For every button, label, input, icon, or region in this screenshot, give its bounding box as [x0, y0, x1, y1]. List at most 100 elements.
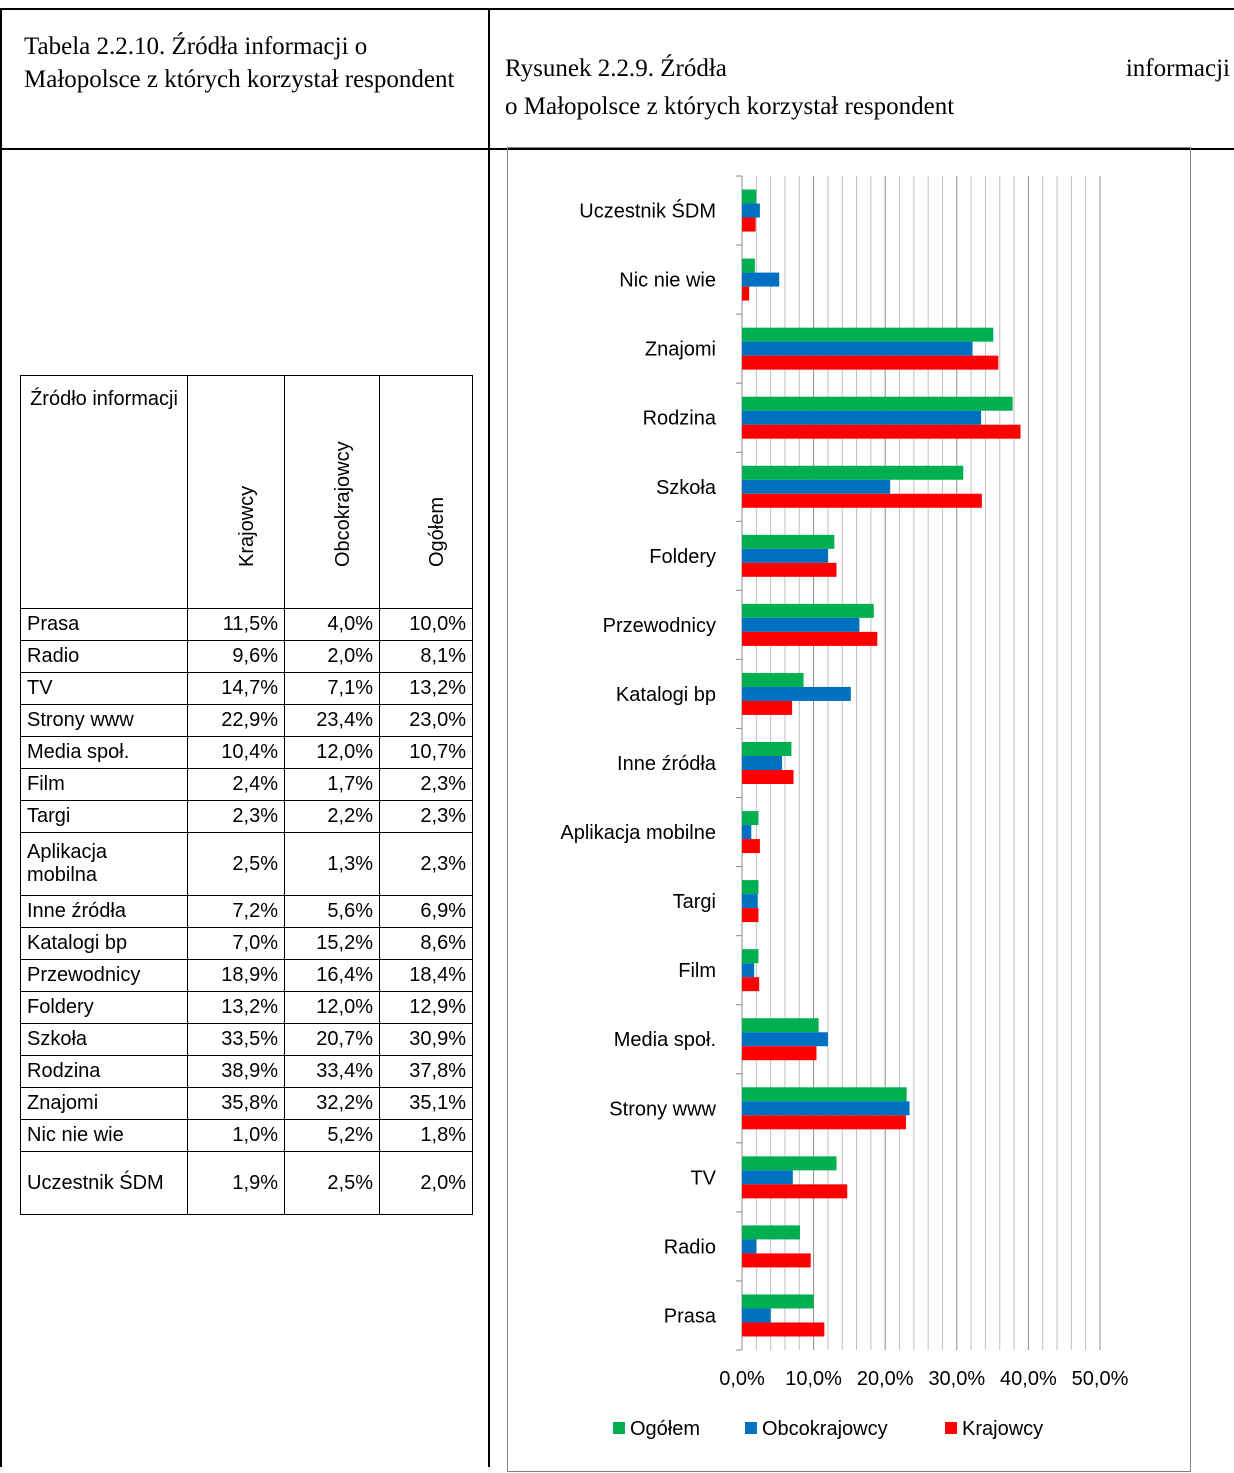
data-table: Źródło informacji Krajowcy Obcokrajowcy … [20, 375, 473, 1215]
cell-obcokrajowcy: 32,2% [284, 1087, 380, 1120]
x-tick-label: 0,0% [719, 1368, 765, 1390]
table-row: Uczestnik ŚDM 1,9% 2,5% 2,0% [20, 1151, 473, 1215]
bar-krajowcy [742, 424, 1021, 439]
table-row: Katalogi bp 7,0% 15,2% 8,6% [20, 927, 473, 960]
bar-krajowcy [742, 839, 760, 854]
row-label: Aplikacja mobilna [20, 832, 188, 896]
bar-ogółem [742, 1156, 837, 1171]
cell-krajowcy: 22,9% [187, 704, 285, 737]
bar-obcokrajowcy [742, 1239, 757, 1254]
cell-krajowcy: 1,9% [187, 1151, 285, 1215]
cell-krajowcy: 11,5% [187, 608, 285, 641]
chart-container: Uczestnik ŚDM Nic nie wie Znajomi Rodzina Sz… [507, 147, 1191, 1472]
cell-krajowcy: 33,5% [187, 1023, 285, 1056]
cell-krajowcy: 35,8% [187, 1087, 285, 1120]
category-label: Prasa [664, 1305, 717, 1327]
bar-krajowcy [742, 493, 982, 508]
legend-swatch-ogółem [613, 1422, 625, 1434]
bar-ogółem [742, 1087, 907, 1102]
bar-obcokrajowcy [742, 1308, 771, 1323]
bar-obcokrajowcy [742, 894, 758, 909]
category-label: Uczestnik ŚDM [579, 199, 716, 223]
bar-obcokrajowcy [742, 410, 982, 425]
bar-ogółem [742, 396, 1013, 411]
bar-ogółem [742, 880, 759, 895]
bar-obcokrajowcy [742, 1170, 793, 1185]
bar-obcokrajowcy [742, 272, 780, 287]
table-row: Przewodnicy 18,9% 16,4% 18,4% [20, 959, 473, 992]
bar-krajowcy [742, 1253, 811, 1268]
frame-left-border [0, 8, 2, 1467]
cell-krajowcy: 7,2% [187, 895, 285, 928]
row-label: Targi [20, 800, 188, 833]
cell-obcokrajowcy: 1,7% [284, 768, 380, 801]
cell-krajowcy: 10,4% [187, 736, 285, 769]
category-label: Foldery [649, 546, 716, 568]
row-label: Media społ. [20, 736, 188, 769]
cell-krajowcy: 38,9% [187, 1055, 285, 1088]
bar-obcokrajowcy [742, 341, 973, 356]
header-krajowcy: Krajowcy [187, 375, 285, 609]
figure-caption-line2: o Małopolsce z których korzystał respond… [505, 93, 955, 120]
cell-krajowcy: 7,0% [187, 927, 285, 960]
bar-krajowcy [742, 1046, 817, 1061]
bar-ogółem [742, 603, 874, 618]
category-label: Znajomi [645, 339, 716, 361]
figure-caption: Rysunek 2.2.9. Źródła informacji o Małop… [505, 50, 1230, 126]
x-tick-label: 40,0% [1000, 1368, 1057, 1390]
bar-krajowcy [742, 1322, 825, 1337]
bar-obcokrajowcy [742, 963, 755, 978]
bar-krajowcy [742, 700, 793, 715]
category-label: Strony www [609, 1098, 716, 1120]
row-label: TV [20, 672, 188, 705]
row-label: Znajomi [20, 1087, 188, 1120]
category-label: Katalogi bp [616, 684, 716, 706]
bar-ogółem [742, 258, 755, 273]
cell-krajowcy: 13,2% [187, 991, 285, 1024]
row-label: Foldery [20, 991, 188, 1024]
cell-obcokrajowcy: 23,4% [284, 704, 380, 737]
row-label: Katalogi bp [20, 927, 188, 960]
row-label: Rodzina [20, 1055, 188, 1088]
bar-krajowcy [742, 562, 837, 577]
bar-ogółem [742, 949, 759, 964]
row-label: Przewodnicy [20, 959, 188, 992]
cell-ogolem: 10,7% [379, 736, 473, 769]
cell-krajowcy: 1,0% [187, 1119, 285, 1152]
cell-krajowcy: 2,5% [187, 832, 285, 896]
table-row: Radio 9,6% 2,0% 8,1% [20, 640, 473, 673]
header-ogolem: Ogółem [379, 375, 473, 609]
table-row: Szkoła 33,5% 20,7% 30,9% [20, 1023, 473, 1056]
cell-obcokrajowcy: 16,4% [284, 959, 380, 992]
cell-ogolem: 2,3% [379, 800, 473, 833]
bar-krajowcy [742, 770, 794, 784]
cell-obcokrajowcy: 12,0% [284, 991, 380, 1024]
bar-ogółem [742, 672, 804, 687]
table-row: Foldery 13,2% 12,0% 12,9% [20, 991, 473, 1024]
cell-obcokrajowcy: 2,5% [284, 1151, 380, 1215]
bar-krajowcy [742, 977, 760, 992]
table-row: Targi 2,3% 2,2% 2,3% [20, 800, 473, 833]
table-header-row: Źródło informacji Krajowcy Obcokrajowcy … [20, 375, 473, 609]
table-row: Strony www 22,9% 23,4% 23,0% [20, 704, 473, 737]
cell-ogolem: 6,9% [379, 895, 473, 928]
bar-obcokrajowcy [742, 756, 783, 770]
header-ogolem-label: Ogółem [426, 496, 448, 567]
header-obcokrajowcy: Obcokrajowcy [284, 375, 380, 609]
table-row: Media społ. 10,4% 12,0% 10,7% [20, 736, 473, 769]
bar-krajowcy [742, 355, 999, 370]
row-label: Nic nie wie [20, 1119, 188, 1152]
legend-label: Krajowcy [962, 1418, 1043, 1440]
x-tick-label: 50,0% [1072, 1368, 1129, 1390]
legend-swatch-krajowcy [945, 1422, 957, 1434]
cell-obcokrajowcy: 1,3% [284, 832, 380, 896]
table-row: Inne źródła 7,2% 5,6% 6,9% [20, 895, 473, 928]
cell-ogolem: 23,0% [379, 704, 473, 737]
bar-ogółem [742, 534, 835, 549]
cell-ogolem: 2,3% [379, 768, 473, 801]
cell-obcokrajowcy: 7,1% [284, 672, 380, 705]
category-label: Szkoła [656, 477, 717, 499]
cell-ogolem: 8,6% [379, 927, 473, 960]
cell-obcokrajowcy: 2,2% [284, 800, 380, 833]
table-row: Prasa 11,5% 4,0% 10,0% [20, 608, 473, 641]
